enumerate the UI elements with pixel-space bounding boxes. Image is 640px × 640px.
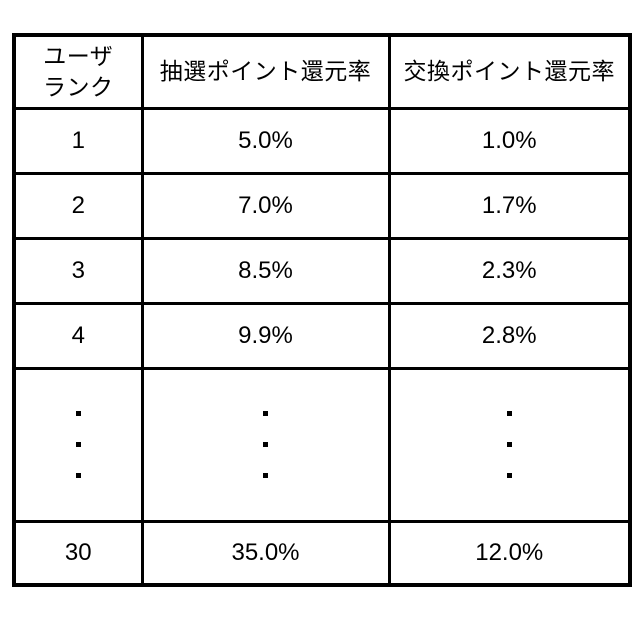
- dot: [263, 442, 268, 447]
- header-user-rank-line2: ランク: [43, 73, 114, 100]
- exchange-rate-cell: 12.0%: [387, 519, 632, 587]
- user-rank-rate-table: ユーザランク 抽選ポイント還元率 交換ポイント還元率 1 5.0% 1.0% 2…: [12, 33, 632, 587]
- elided-rows: [12, 366, 632, 523]
- exchange-rate-cell: 2.3%: [387, 236, 632, 305]
- lottery-rate-cell: 8.5%: [140, 236, 391, 305]
- lottery-ellipsis-cell: [140, 366, 391, 523]
- lottery-rate-cell: 7.0%: [140, 171, 391, 240]
- rank-ellipsis-cell: [12, 366, 144, 523]
- rank-cell: 30: [12, 519, 144, 587]
- rank-cell: 4: [12, 301, 144, 370]
- rank-cell: 3: [12, 236, 144, 305]
- dot: [506, 411, 512, 416]
- vertical-ellipsis-icon: [391, 411, 629, 478]
- dot: [506, 473, 512, 478]
- header-lottery-rate: 抽選ポイント還元率: [140, 33, 391, 110]
- exchange-rate-cell: 2.8%: [387, 301, 632, 370]
- header-user-rank-line1: ユーザ: [43, 42, 114, 69]
- dot: [75, 473, 81, 478]
- vertical-ellipsis-icon: [144, 411, 388, 478]
- lottery-rate-cell: 9.9%: [140, 301, 391, 370]
- header-exchange-rate: 交換ポイント還元率: [387, 33, 632, 110]
- dot: [75, 411, 81, 416]
- dot: [75, 442, 81, 447]
- exchange-ellipsis-cell: [387, 366, 632, 523]
- rank-cell: 2: [12, 171, 144, 240]
- rank-cell: 1: [12, 106, 144, 175]
- table-row: 2 7.0% 1.7%: [12, 171, 632, 240]
- table-row: 3 8.5% 2.3%: [12, 236, 632, 305]
- dot: [263, 411, 268, 416]
- table-row: 30 35.0% 12.0%: [12, 519, 632, 587]
- lottery-rate-cell: 35.0%: [140, 519, 391, 587]
- lottery-rate-cell: 5.0%: [140, 106, 391, 175]
- table-row: 4 9.9% 2.8%: [12, 301, 632, 370]
- table-row: 1 5.0% 1.0%: [12, 106, 632, 175]
- exchange-rate-cell: 1.7%: [387, 171, 632, 240]
- header-user-rank: ユーザ ランク: [12, 33, 144, 110]
- dot: [263, 473, 268, 478]
- dot: [506, 442, 512, 447]
- exchange-rate-cell: 1.0%: [387, 106, 632, 175]
- rate-table-figure: ユーザランク 抽選ポイント還元率 交換ポイント還元率 1 5.0% 1.0% 2…: [12, 33, 632, 587]
- header-row: ユーザランク 抽選ポイント還元率 交換ポイント還元率: [12, 33, 632, 110]
- vertical-ellipsis-icon: [16, 411, 141, 478]
